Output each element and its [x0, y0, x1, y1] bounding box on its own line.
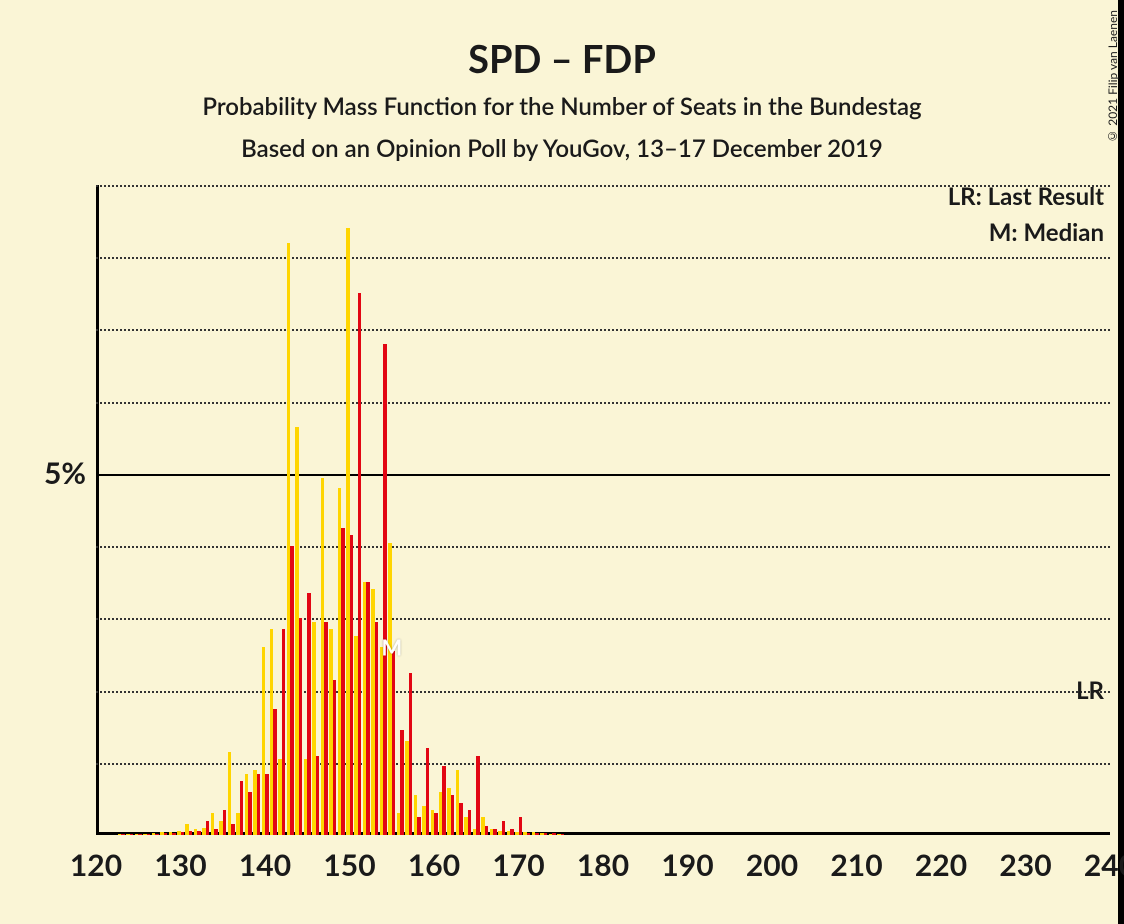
x-tick-label: 180: [577, 847, 629, 883]
x-tick-label: 160: [408, 847, 460, 883]
bar-series-a: [172, 833, 176, 835]
bar-series-a: [535, 833, 539, 835]
bar-series-a: [485, 826, 489, 835]
bar-series-a: [434, 813, 438, 835]
grid-line: [96, 691, 1110, 693]
grid-line: [96, 763, 1110, 765]
bar-series-a: [265, 774, 269, 835]
lr-marker: LR: [1076, 676, 1104, 705]
bar-series-a: [375, 622, 379, 835]
y-axis: [96, 185, 99, 835]
x-tick-label: 220: [915, 847, 967, 883]
grid-line: [96, 402, 1110, 404]
x-tick-label: 130: [154, 847, 206, 883]
bar-series-a: [544, 833, 548, 835]
bar-series-a: [181, 832, 185, 835]
bar-series-a: [197, 831, 201, 835]
grid-line: [96, 618, 1110, 620]
bar-series-a: [510, 829, 514, 835]
chart-subtitle-2: Based on an Opinion Poll by YouGov, 13–1…: [0, 134, 1124, 163]
x-tick-label: 240: [1084, 847, 1124, 883]
bar-series-a: [299, 618, 303, 835]
grid-line: [96, 474, 1110, 476]
y-axis-label: 5%: [44, 455, 86, 491]
bar-series-a: [333, 680, 337, 835]
x-tick-label: 120: [70, 847, 122, 883]
chart-canvas: © 2021 Filip van Laenen SPD – FDP Probab…: [0, 0, 1124, 924]
bar-series-a: [493, 829, 497, 835]
x-tick-label: 170: [492, 847, 544, 883]
bar-series-a: [223, 810, 227, 835]
chart-subtitle-1: Probability Mass Function for the Number…: [0, 92, 1124, 121]
bar-series-a: [366, 582, 370, 835]
x-tick-label: 230: [999, 847, 1051, 883]
bar-series-a: [273, 709, 277, 835]
bar-series-a: [350, 535, 354, 835]
bar-series-a: [341, 528, 345, 835]
x-tick-label: 200: [746, 847, 798, 883]
bar-series-b: [228, 752, 232, 835]
bar-series-a: [561, 834, 565, 835]
bar-series-a: [383, 344, 387, 835]
bar-series-a: [451, 795, 455, 835]
bar-series-a: [130, 834, 134, 835]
bar-series-a: [442, 766, 446, 835]
bar-series-a: [282, 629, 286, 835]
bar-series-a: [324, 622, 328, 835]
bar-series-a: [164, 833, 168, 835]
bar-series-a: [240, 781, 244, 835]
bar-series-a: [417, 817, 421, 835]
legend-last-result: LR: Last Result: [948, 182, 1104, 211]
bar-series-a: [468, 810, 472, 835]
bar-series-a: [409, 673, 413, 836]
bar-series-a: [214, 829, 218, 835]
bar-series-a: [290, 546, 294, 835]
x-tick-label: 210: [830, 847, 882, 883]
x-tick-label: 150: [323, 847, 375, 883]
legend-median: M: Median: [989, 218, 1104, 247]
bar-series-a: [231, 824, 235, 835]
bar-series-a: [189, 831, 193, 835]
bar-series-a: [257, 774, 261, 835]
bar-series-a: [552, 833, 556, 835]
bar-series-a: [121, 834, 125, 835]
grid-line: [96, 546, 1110, 548]
x-tick-label: 140: [239, 847, 291, 883]
bar-series-a: [527, 833, 531, 835]
bar-series-a: [147, 834, 151, 835]
bar-series-a: [248, 792, 252, 835]
x-tick-label: 190: [661, 847, 713, 883]
bar-series-a: [316, 756, 320, 835]
bar-series-a: [206, 821, 210, 835]
bar-series-a: [138, 834, 142, 835]
bar-series-a: [358, 293, 362, 835]
bar-series-a: [400, 730, 404, 835]
grid-line: [96, 329, 1110, 331]
median-marker: M: [381, 634, 402, 661]
bar-series-a: [392, 651, 396, 835]
grid-line: [96, 257, 1110, 259]
plot-area: LR: Last Result M: Median LR M: [96, 185, 1110, 835]
chart-title: SPD – FDP: [0, 36, 1124, 82]
bar-series-a: [476, 756, 480, 835]
bar-series-a: [459, 803, 463, 836]
bar-series-a: [426, 748, 430, 835]
bar-series-a: [307, 593, 311, 835]
bar-series-a: [519, 817, 523, 835]
bar-series-a: [155, 834, 159, 835]
bar-series-a: [502, 821, 506, 835]
